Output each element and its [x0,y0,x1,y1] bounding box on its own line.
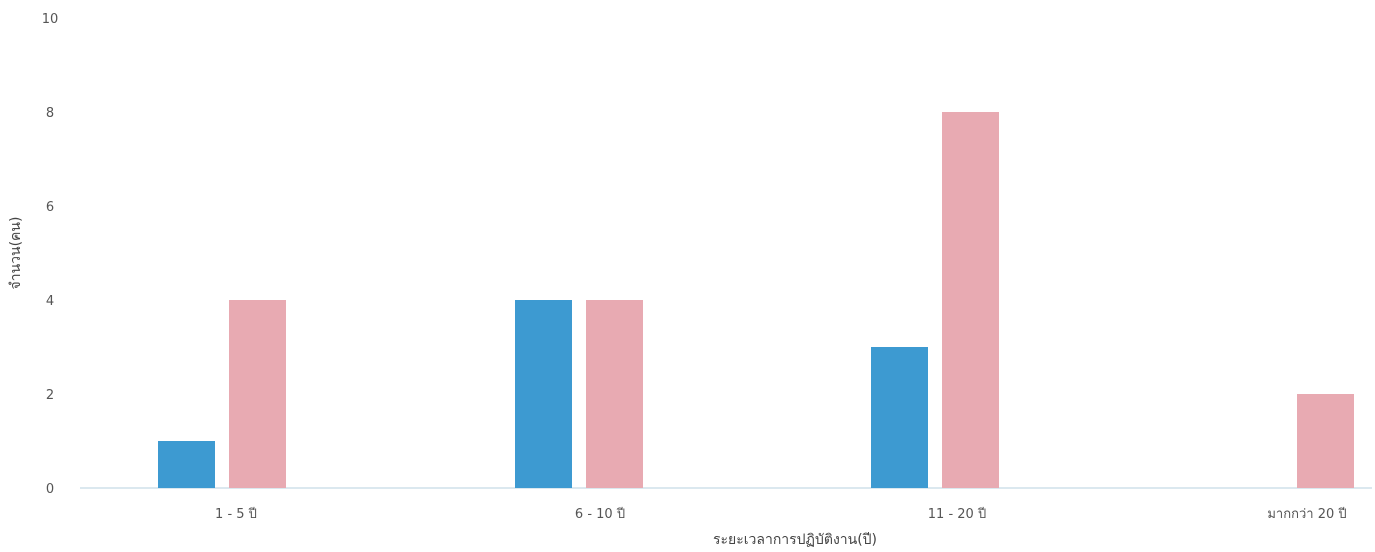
y-tick-label: 10 [42,12,59,27]
x-axis-title: ระยะเวลาการปฏิบัติงาน(ปี) [713,532,877,548]
bar [586,300,643,488]
bar [515,300,572,488]
bars [158,112,1354,488]
y-axis-ticks: 0 2 4 6 8 10 [42,12,59,497]
y-tick-label: 8 [46,106,54,121]
x-tick-label: 1 - 5 ปี [215,506,257,522]
bar [942,112,999,488]
y-tick-label: 6 [46,200,54,215]
x-tick-label: 11 - 20 ปี [928,506,986,522]
y-tick-label: 2 [46,388,54,403]
x-tick-label: 6 - 10 ปี [575,506,625,522]
y-tick-label: 4 [46,294,54,309]
bar [158,441,215,488]
x-tick-label: มากกว่า 20 ปี [1267,506,1346,522]
y-axis-title: จำนวน(คน) [8,217,24,290]
bar [1297,394,1354,488]
bar [229,300,286,488]
x-axis-ticks: 1 - 5 ปี 6 - 10 ปี 11 - 20 ปี มากกว่า 20 ปี [215,506,1347,522]
y-tick-label: 0 [46,482,54,497]
bar [871,347,928,488]
